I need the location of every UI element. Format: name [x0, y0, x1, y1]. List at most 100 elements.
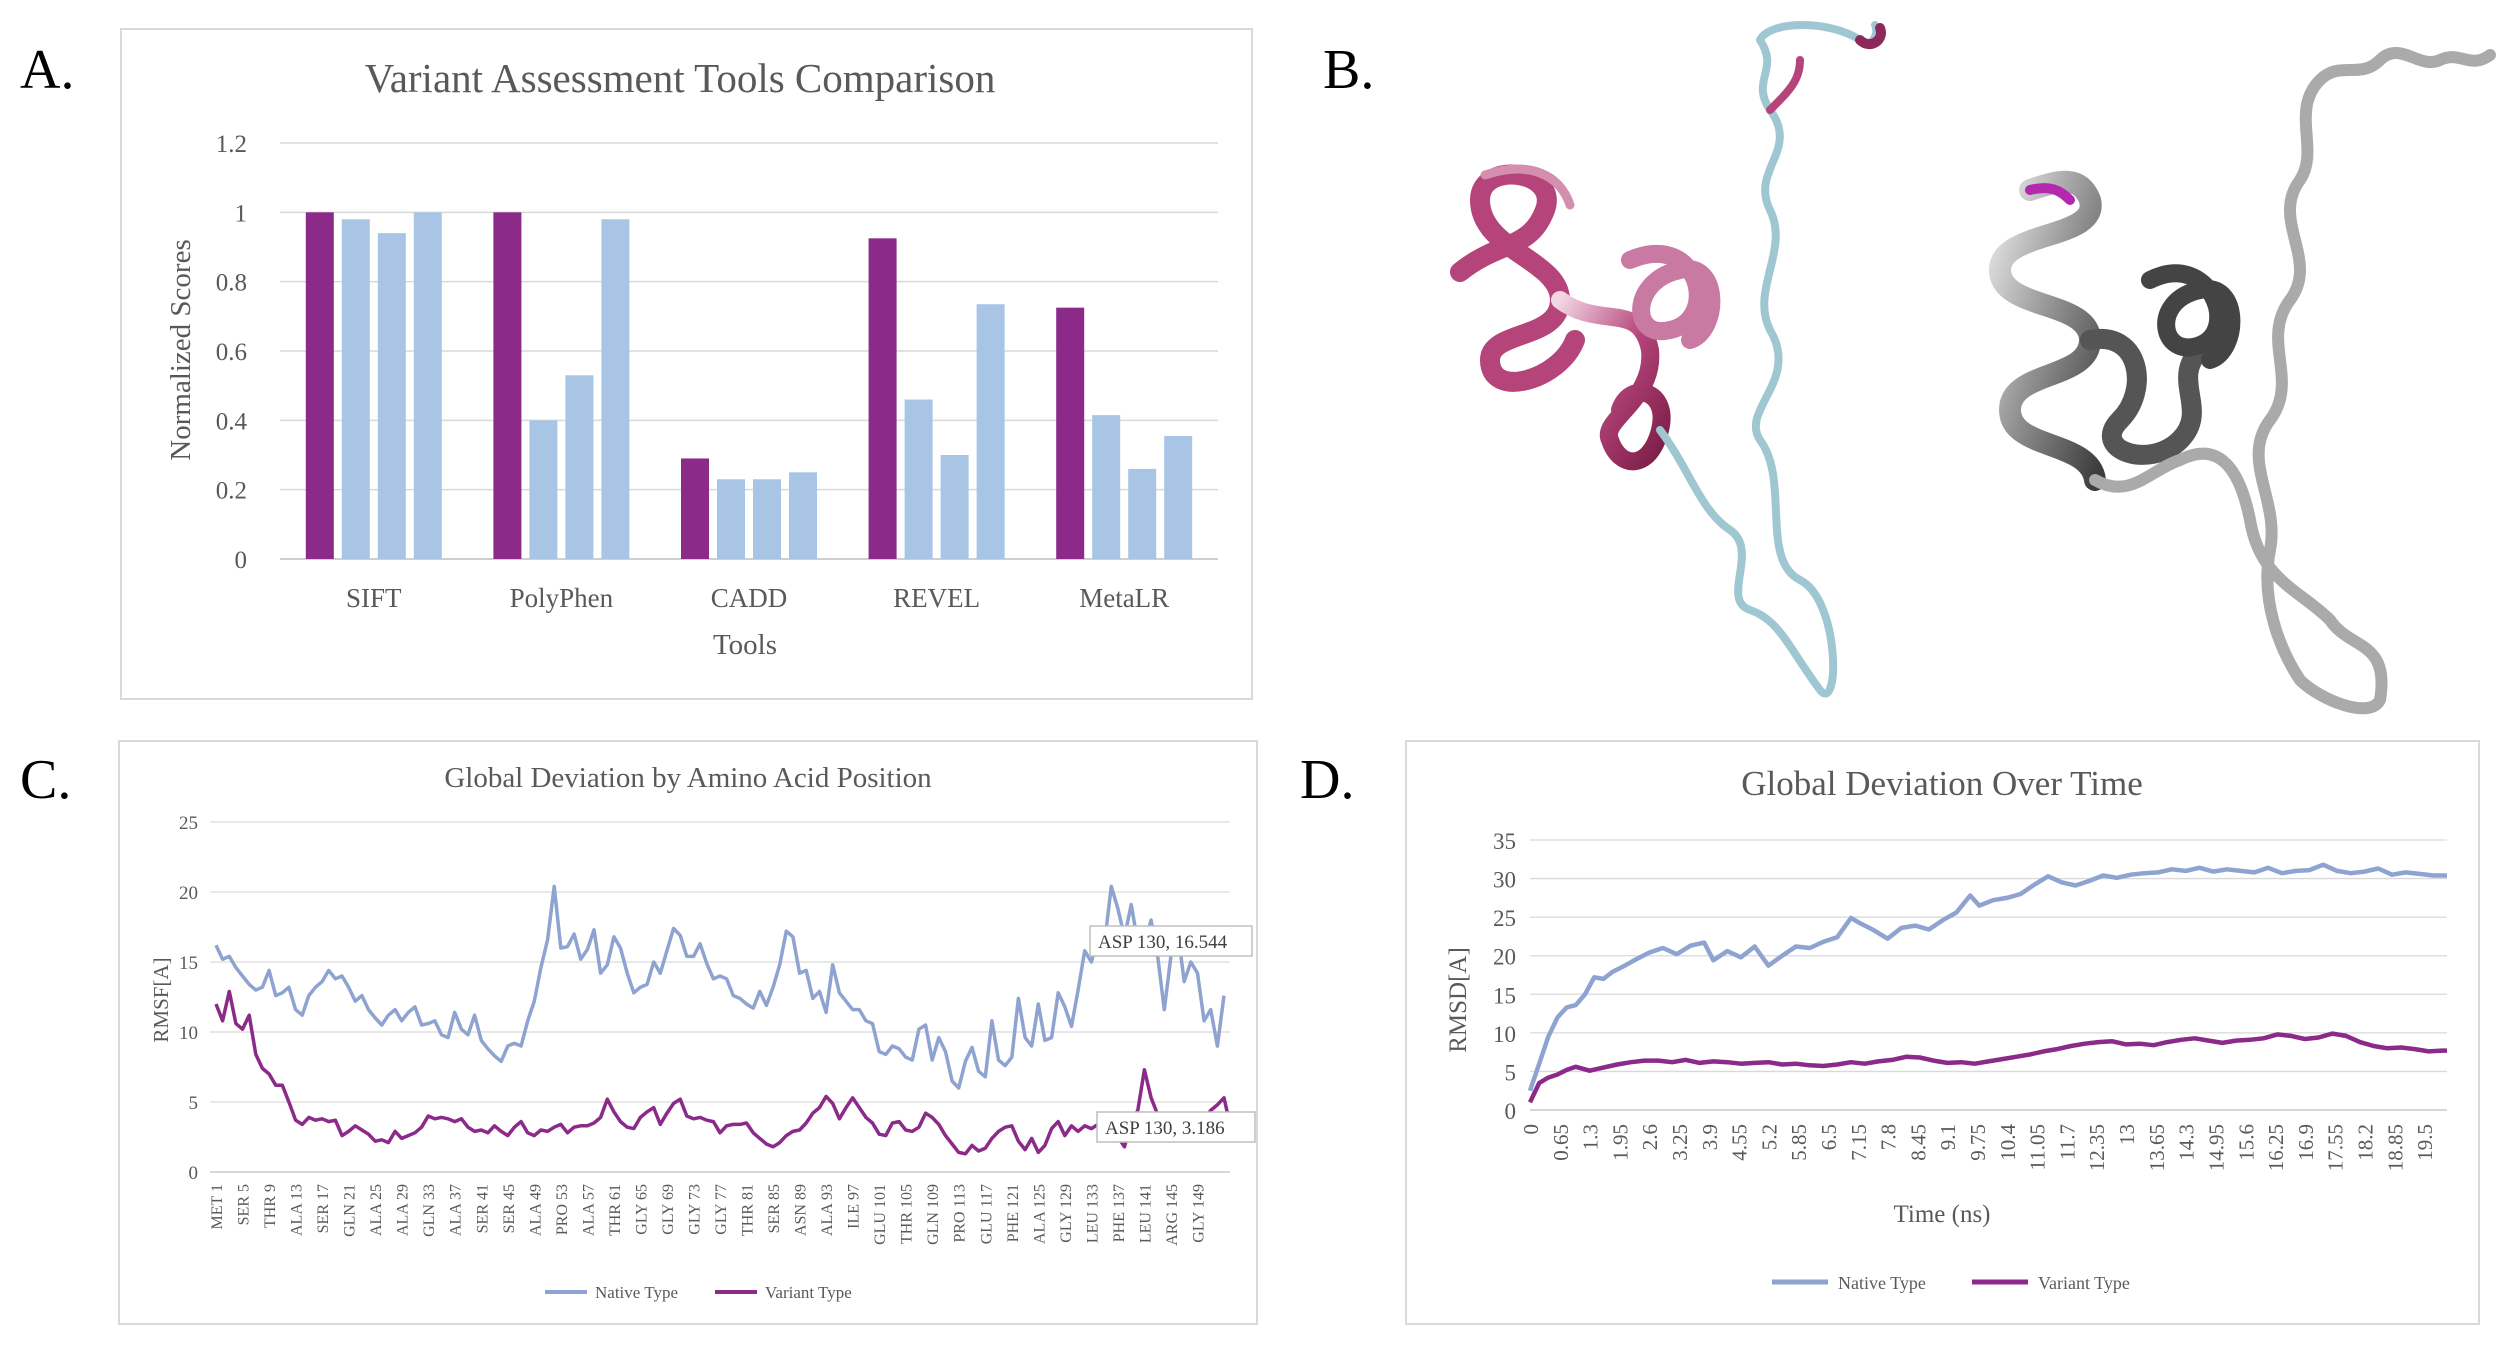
- rmsf-x-tick-label: THR 61: [607, 1184, 624, 1236]
- rmsf-x-tick-label: SER 17: [315, 1184, 332, 1233]
- rmsf-x-tick-label: ASN 89: [793, 1184, 810, 1236]
- tools-y-tick-label: 1.2: [216, 131, 247, 158]
- rmsd-x-tick-label: 16.25: [2264, 1124, 2288, 1171]
- rmsf-y-tick-label: 0: [189, 1163, 199, 1184]
- rmsf-x-tick-label: GLY 69: [660, 1184, 677, 1235]
- tools-bar: [1056, 307, 1085, 559]
- rmsd-x-tick-label: 17.55: [2324, 1124, 2348, 1171]
- tools-x-axis-label: Tools: [713, 629, 777, 661]
- rmsf-x-tick-label: PHE 121: [1005, 1184, 1022, 1242]
- rmsf-y-tick-label: 25: [179, 813, 198, 834]
- rmsf-x-tick-label: GLY 129: [1058, 1184, 1075, 1243]
- tools-bar-chart: Variant Assessment Tools Comparison Norm…: [165, 55, 1218, 661]
- rmsf-y-tick-label: 5: [189, 1093, 199, 1114]
- rmsd-y-tick-label: 5: [1505, 1060, 1517, 1085]
- rmsd-x-tick-label: 11.7: [2055, 1124, 2079, 1160]
- rmsf-x-tick-label: THR 105: [899, 1184, 916, 1244]
- rmsd-x-tick-label: 9.75: [1966, 1124, 1990, 1161]
- rmsd-x-tick-label: 6.5: [1817, 1124, 1841, 1150]
- tools-y-tick-label: 1: [235, 200, 248, 227]
- rmsd-x-tick-label: 9.1: [1936, 1124, 1960, 1150]
- rmsd-line-chart: Global Deviation Over Time RMSD[A] Time …: [1445, 764, 2447, 1293]
- rmsd-x-tick-label: 5.2: [1757, 1124, 1781, 1150]
- tools-y-tick-label: 0.6: [216, 339, 247, 366]
- rmsd-x-tick-label: 3.9: [1698, 1124, 1722, 1150]
- panel-b-letter: B.: [1323, 39, 1375, 101]
- rmsf-line-chart: Global Deviation by Amino Acid Position …: [149, 762, 1256, 1302]
- rmsd-x-tick-label: 13: [2115, 1124, 2139, 1145]
- rmsf-x-tick-label: GLN 33: [421, 1184, 438, 1237]
- tools-category-label: CADD: [711, 583, 788, 613]
- rmsf-native-line: [214, 884, 1226, 1090]
- tools-bar: [904, 399, 933, 559]
- rmsd-x-tick-label: 8.45: [1906, 1124, 1930, 1161]
- rmsf-x-tick-label: GLY 65: [633, 1184, 650, 1235]
- rmsd-x-tick-label: 4.55: [1728, 1124, 1752, 1161]
- rmsd-x-tick-label: 2.6: [1638, 1124, 1662, 1150]
- rmsd-x-tick-label: 5.85: [1787, 1124, 1811, 1161]
- rmsf-y-tick-label: 20: [179, 883, 198, 904]
- rmsd-x-tick-label: 7.15: [1847, 1124, 1871, 1161]
- variant-protein-ribbon: [1450, 21, 1886, 698]
- rmsf-x-tick-label: PHE 137: [1111, 1184, 1128, 1242]
- rmsd-y-tick-label: 0: [1505, 1099, 1517, 1124]
- panel-a-letter: A.: [20, 39, 75, 101]
- tools-bar: [305, 212, 334, 560]
- tools-bar: [1164, 435, 1193, 559]
- rmsd-x-tick-label: 0.65: [1549, 1124, 1573, 1161]
- rmsd-x-tick-label: 7.8: [1877, 1124, 1901, 1150]
- rmsd-variant-line: [1527, 1031, 2447, 1104]
- tools-category-label: MetaLR: [1079, 583, 1169, 613]
- rmsd-y-axis-label: RMSD[A]: [1445, 947, 1472, 1053]
- rmsf-x-tick-label: SER 45: [501, 1184, 518, 1233]
- rmsd-y-tick-label: 30: [1493, 868, 1516, 893]
- rmsf-x-tick-label: GLY 73: [686, 1184, 703, 1235]
- rmsd-y-tick-label: 25: [1493, 906, 1516, 931]
- rmsf-x-tick-label: LEU 133: [1084, 1184, 1101, 1243]
- rmsd-chart-title: Global Deviation Over Time: [1741, 764, 2143, 803]
- tools-y-axis-label: Normalized Scores: [165, 239, 197, 460]
- rmsd-x-tick-label: 12.35: [2085, 1124, 2109, 1171]
- rmsf-x-tick-label: ALA 125: [1031, 1184, 1048, 1244]
- rmsd-legend-label: Variant Type: [2038, 1273, 2130, 1293]
- tools-bar: [681, 458, 709, 559]
- panel-d-letter: D.: [1300, 749, 1355, 811]
- rmsf-x-tick-label: GLN 21: [342, 1184, 359, 1237]
- rmsf-data-label-box: [1096, 1111, 1256, 1143]
- tools-bar: [493, 212, 522, 560]
- rmsf-x-tick-label: ALA 37: [448, 1184, 465, 1236]
- tools-bar: [789, 472, 817, 559]
- rmsd-y-tick-label: 15: [1493, 983, 1516, 1008]
- rmsf-x-tick-label: PRO 113: [952, 1184, 969, 1243]
- rmsf-x-tick-label: LEU 141: [1137, 1184, 1154, 1243]
- rmsf-y-tick-label: 15: [179, 953, 198, 974]
- rmsd-y-tick-label: 10: [1493, 1022, 1516, 1047]
- rmsf-x-tick-label: GLU 117: [978, 1184, 995, 1244]
- rmsd-x-tick-label: 14.3: [2175, 1124, 2199, 1161]
- rmsf-x-tick-label: ALA 25: [368, 1184, 385, 1236]
- native-protein-ribbon: [1989, 47, 2496, 715]
- rmsd-x-tick-label: 10.4: [1996, 1124, 2020, 1161]
- rmsf-x-tick-label: ALA 29: [395, 1184, 412, 1236]
- rmsf-x-tick-label: PRO 53: [554, 1184, 571, 1235]
- tools-bar: [940, 455, 969, 559]
- tools-bar: [529, 420, 558, 559]
- protein-structures: [1450, 21, 2496, 715]
- rmsd-x-tick-label: 13.65: [2145, 1124, 2169, 1171]
- rmsf-chart-title: Global Deviation by Amino Acid Position: [444, 762, 932, 794]
- tools-bar: [413, 212, 442, 560]
- tools-chart-title: Variant Assessment Tools Comparison: [365, 55, 996, 101]
- rmsd-x-tick-label: 18.2: [2353, 1124, 2377, 1161]
- rmsf-y-axis-label: RMSF[A]: [149, 957, 173, 1042]
- tools-bar: [1128, 468, 1157, 559]
- rmsd-x-tick-label: 1.3: [1579, 1124, 1603, 1150]
- tools-bar: [377, 233, 406, 559]
- rmsf-variant-line: [214, 989, 1239, 1156]
- rmsf-legend-label: Native Type: [595, 1283, 678, 1302]
- rmsf-x-tick-label: SER 5: [236, 1184, 253, 1225]
- rmsf-x-tick-label: SER 85: [766, 1184, 783, 1233]
- tools-bar: [868, 238, 897, 560]
- tools-category-label: PolyPhen: [510, 583, 614, 613]
- rmsd-x-tick-label: 0: [1519, 1124, 1543, 1135]
- tools-bar: [565, 375, 594, 559]
